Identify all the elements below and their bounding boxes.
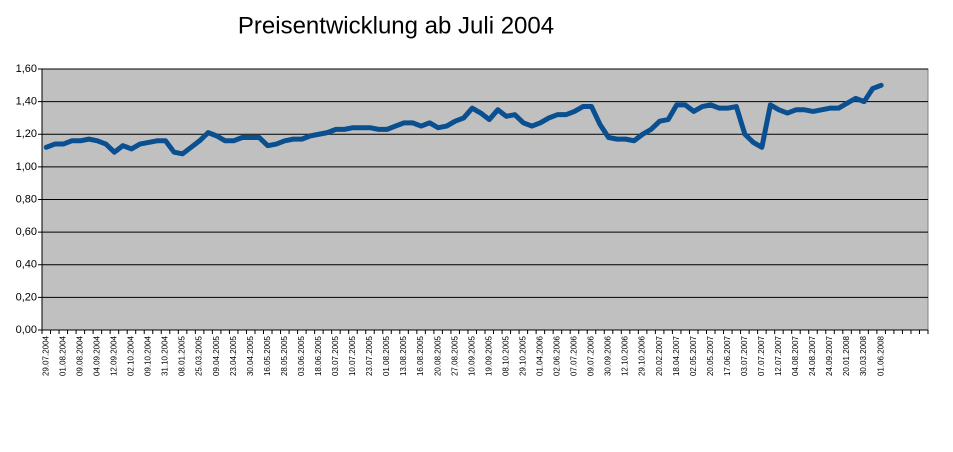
x-tick-label: 13.08.2005 bbox=[399, 335, 408, 376]
x-tick-label: 03.07.2007 bbox=[740, 335, 749, 376]
x-tick-label: 07.07.2006 bbox=[570, 335, 579, 376]
x-tick-label: 10.09.2005 bbox=[467, 335, 476, 376]
x-tick-label: 18.06.2005 bbox=[314, 335, 323, 376]
x-tick-label: 29.07.2004 bbox=[41, 335, 50, 376]
x-tick-label: 01.04.2006 bbox=[535, 335, 544, 376]
x-tick-label: 07.07.2007 bbox=[757, 335, 766, 376]
y-tick-label: 0,60 bbox=[16, 226, 37, 238]
x-tick-label: 18.04.2007 bbox=[672, 335, 681, 376]
x-tick-label: 08.10.2005 bbox=[501, 335, 510, 376]
x-tick-label: 09.08.2004 bbox=[75, 335, 84, 376]
x-tick-label: 12.09.2004 bbox=[110, 335, 119, 376]
x-tick-label: 28.05.2005 bbox=[280, 335, 289, 376]
x-tick-label: 09.04.2005 bbox=[212, 335, 221, 376]
x-tick-label: 30.09.2006 bbox=[604, 335, 613, 376]
y-tick-label: 0,20 bbox=[16, 291, 37, 303]
x-tick-label: 19.09.2005 bbox=[484, 335, 493, 376]
chart-title: Preisentwicklung ab Juli 2004 bbox=[238, 12, 554, 39]
y-tick-label: 0,80 bbox=[16, 193, 37, 205]
x-tick-label: 16.05.2005 bbox=[263, 335, 272, 376]
y-tick-label: 1,00 bbox=[16, 161, 37, 173]
x-tick-label: 12.10.2006 bbox=[621, 335, 630, 376]
y-tick-label: 1,60 bbox=[16, 63, 37, 75]
y-tick-label: 0,40 bbox=[16, 259, 37, 271]
x-tick-label: 09.10.2004 bbox=[144, 335, 153, 376]
y-tick-label: 0,00 bbox=[16, 324, 37, 336]
x-tick-label: 31.10.2004 bbox=[161, 335, 170, 376]
x-tick-label: 01.08.2005 bbox=[382, 335, 391, 376]
x-tick-label: 23.04.2005 bbox=[229, 335, 238, 376]
x-tick-label: 16.08.2005 bbox=[416, 335, 425, 376]
x-tick-label: 29.10.2006 bbox=[638, 335, 647, 376]
x-tick-label: 02.05.2007 bbox=[689, 335, 698, 376]
x-tick-label: 02.10.2004 bbox=[127, 335, 136, 376]
x-tick-label: 03.06.2005 bbox=[297, 335, 306, 376]
x-tick-label: 24.08.2007 bbox=[808, 335, 817, 376]
x-tick-label: 20.01.2008 bbox=[842, 335, 851, 376]
x-tick-label: 08.01.2005 bbox=[178, 335, 187, 376]
y-tick-label: 1,20 bbox=[16, 128, 37, 140]
line-series bbox=[43, 82, 884, 157]
x-tick-label: 09.07.2006 bbox=[587, 335, 596, 376]
x-tick-label: 20.05.2007 bbox=[706, 335, 715, 376]
x-tick-label: 30.04.2005 bbox=[246, 335, 255, 376]
x-tick-label: 29.10.2005 bbox=[518, 335, 527, 376]
x-tick-label: 20.08.2005 bbox=[433, 335, 442, 376]
x-tick-label: 25.03.2005 bbox=[195, 335, 204, 376]
x-tick-label: 27.08.2005 bbox=[450, 335, 459, 376]
x-tick-label: 12.07.2007 bbox=[774, 335, 783, 376]
x-tick-label: 10.07.2005 bbox=[348, 335, 357, 376]
x-tick-label: 23.07.2005 bbox=[365, 335, 374, 376]
x-tick-label: 01.06.2008 bbox=[876, 335, 885, 376]
x-tick-label: 24.09.2007 bbox=[825, 335, 834, 376]
x-tick-label: 04.09.2004 bbox=[92, 335, 101, 376]
y-tick-label: 1,40 bbox=[16, 96, 37, 108]
x-tick-label: 04.08.2007 bbox=[791, 335, 800, 376]
x-tick-label: 03.07.2005 bbox=[331, 335, 340, 376]
x-tick-label: 30.03.2008 bbox=[859, 335, 868, 376]
x-tick-label: 01.08.2004 bbox=[58, 335, 67, 376]
x-tick-label: 20.02.2007 bbox=[655, 335, 664, 376]
x-tick-label: 02.06.2006 bbox=[553, 335, 562, 376]
x-tick-label: 17.06.2007 bbox=[723, 335, 732, 376]
